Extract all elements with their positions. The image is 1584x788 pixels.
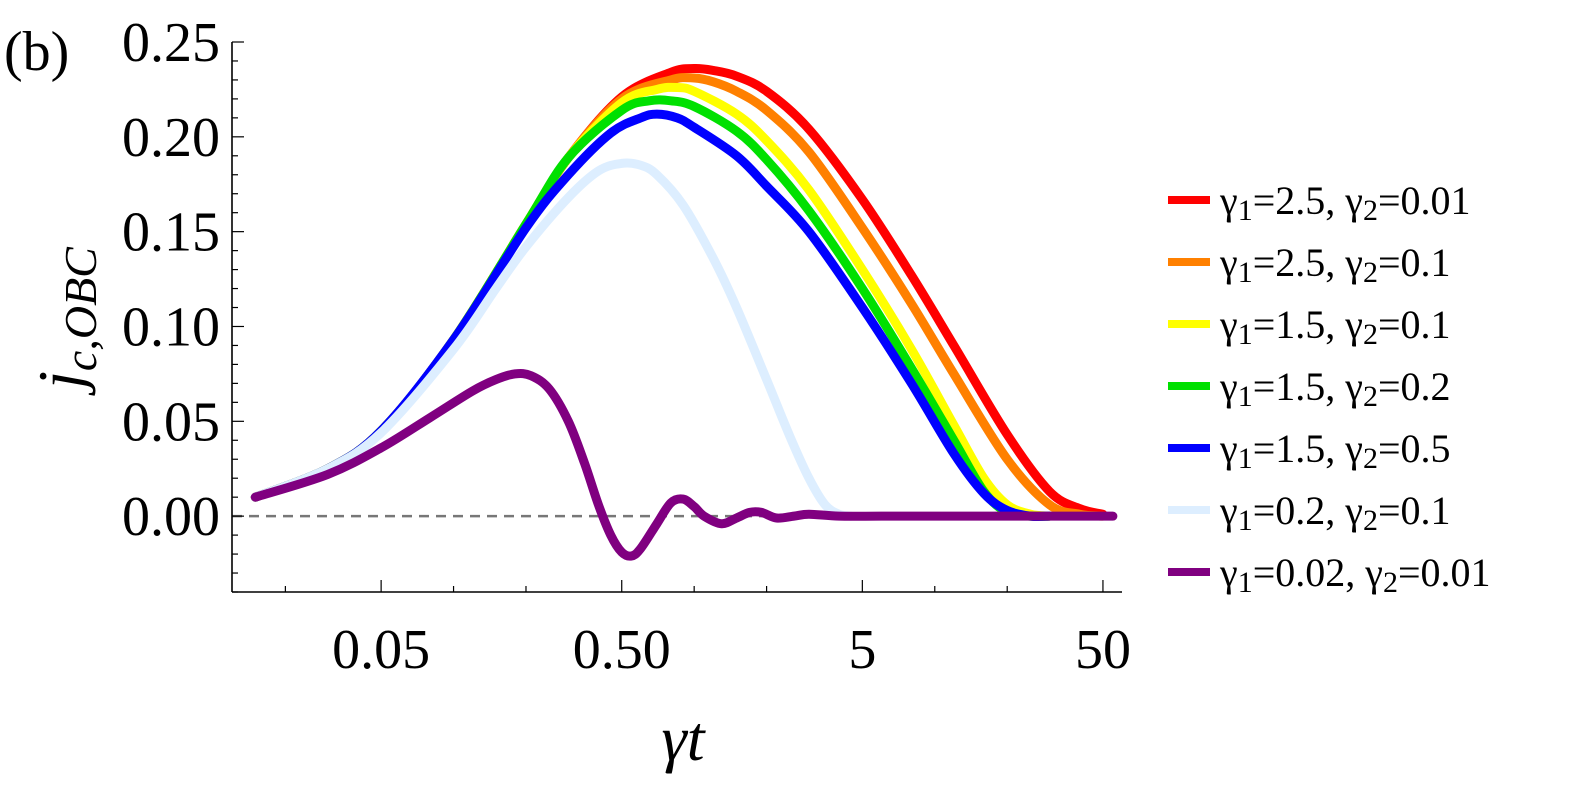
legend: γ1=2.5, γ2=0.01 γ1=2.5, γ2=0.1 γ1=1.5, γ2=… <box>1168 178 1491 599</box>
legend-item-1: γ1=2.5, γ2=0.01 <box>1168 178 1471 227</box>
legend-item-6: γ1=0.2, γ2=0.1 <box>1168 488 1451 537</box>
legend-item-5: γ1=1.5, γ2=0.5 <box>1168 426 1451 475</box>
y-tick-label: 0.05 <box>122 391 220 453</box>
legend-label: γ1=1.5, γ2=0.5 <box>1219 426 1451 475</box>
legend-label: γ1=1.5, γ2=0.2 <box>1219 364 1451 413</box>
series-line-5 <box>250 109 1055 522</box>
x-tick-label: 0.05 <box>332 619 430 681</box>
x-tick-label: 50 <box>1075 619 1131 681</box>
y-tick-label: 0.25 <box>122 12 220 74</box>
x-tick-label: 5 <box>848 619 876 681</box>
y-axis-title: jc,OBC <box>25 246 106 396</box>
y-tick-label: 0.10 <box>122 296 220 358</box>
legend-label: γ1=2.5, γ2=0.01 <box>1219 178 1471 227</box>
series-line-7 <box>250 369 1118 561</box>
y-tick-label: 0.00 <box>122 486 220 548</box>
legend-label: γ1=0.02, γ2=0.01 <box>1219 550 1491 599</box>
y-tick-label: 0.20 <box>122 107 220 169</box>
axes <box>231 42 1122 593</box>
y-axis-title-text: jc,OBC <box>25 246 106 396</box>
legend-item-7: γ1=0.02, γ2=0.01 <box>1168 550 1491 599</box>
legend-label: γ1=0.2, γ2=0.1 <box>1219 488 1451 537</box>
series-group <box>250 63 1118 561</box>
x-axis-title: γt <box>662 703 707 774</box>
legend-item-2: γ1=2.5, γ2=0.1 <box>1168 240 1451 289</box>
series-line-6 <box>250 158 856 521</box>
legend-item-3: γ1=1.5, γ2=0.1 <box>1168 302 1451 351</box>
x-ticks: 0.05 0.50 5 50 <box>284 580 1131 681</box>
y-tick-label: 0.15 <box>122 202 220 264</box>
legend-item-4: γ1=1.5, γ2=0.2 <box>1168 364 1451 413</box>
legend-label: γ1=2.5, γ2=0.1 <box>1219 240 1451 289</box>
panel-label: (b) <box>4 21 69 83</box>
x-tick-label: 0.50 <box>573 619 671 681</box>
legend-label: γ1=1.5, γ2=0.1 <box>1219 302 1451 351</box>
y-ticks: 0.00 0.05 0.10 0.15 0.20 0.25 <box>122 12 244 593</box>
